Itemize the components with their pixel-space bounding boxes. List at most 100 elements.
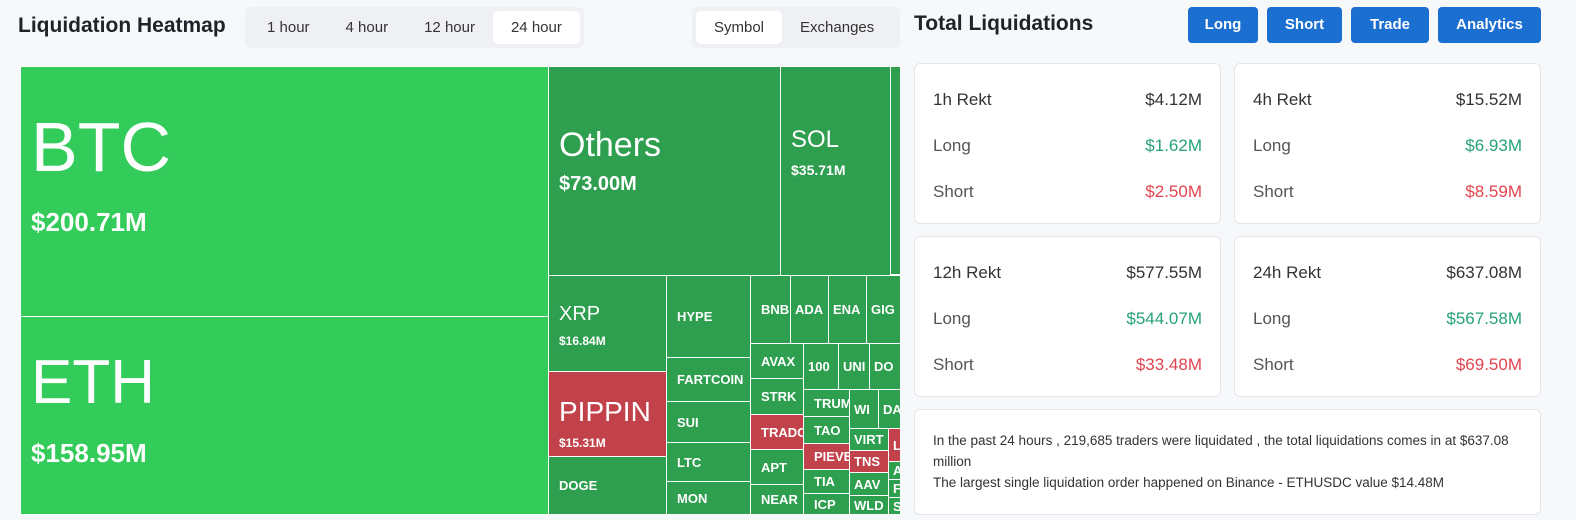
long-label: Long [1253, 136, 1291, 155]
long-row: Long $567.58M [1253, 296, 1522, 342]
short-value: $2.50M [1145, 182, 1202, 201]
tile-symbol: HYPE [677, 309, 713, 324]
treemap-tile-apt[interactable]: APT [750, 449, 804, 485]
treemap-tile-others[interactable]: Others $73.00M [548, 66, 781, 276]
tile-symbol: UNI [843, 359, 866, 374]
treemap-tile-fartcoin[interactable]: FARTCOIN [666, 357, 751, 402]
tile-symbol: LTC [677, 454, 702, 470]
summary-line-2: The largest single liquidation order hap… [933, 475, 1445, 490]
treemap-tile-do[interactable]: DO [869, 343, 900, 390]
trade-button[interactable]: Trade [1351, 7, 1429, 43]
long-label: Long [1253, 309, 1291, 328]
rekt-card: 24h Rekt $637.08M Long $567.58M Short $69.5… [1234, 236, 1541, 397]
summary-line-1: In the past 24 hours , 219,685 traders w… [933, 433, 1509, 469]
tile-symbol: NEAR [761, 492, 798, 507]
treemap-tile-trado[interactable]: TRADO [750, 414, 804, 450]
treemap-tile-da[interactable]: DA [878, 389, 900, 429]
treemap-tile-virt[interactable]: VIRT [849, 428, 889, 451]
treemap-tile-ada[interactable]: ADA [790, 275, 829, 344]
treemap-tile-a[interactable]: A [888, 461, 900, 480]
treemap-tile-strk[interactable]: STRK [750, 378, 804, 415]
rekt-total-row: 1h Rekt $4.12M [933, 77, 1202, 123]
tab-12-hour[interactable]: 12 hour [424, 19, 475, 36]
tile-symbol: APT [761, 459, 787, 475]
long-label: Long [933, 309, 971, 328]
treemap-tile-s[interactable]: S [888, 497, 900, 514]
treemap-tile-tia[interactable]: TIA [803, 469, 850, 494]
rekt-total: $15.52M [1455, 90, 1522, 109]
tile-symbol: VIRT [854, 432, 884, 447]
tile-symbol: DA [883, 401, 900, 417]
treemap-tile-pieve[interactable]: PIEVE [803, 443, 850, 470]
tab-1-hour[interactable]: 1 hour [267, 19, 310, 36]
rekt-total: $577.55M [1126, 263, 1202, 282]
short-value: $33.48M [1135, 355, 1202, 374]
time-range-tabs: 1 hour 4 hour 12 hour 24 hour [245, 7, 584, 48]
treemap-tile-uni[interactable]: UNI [838, 343, 870, 390]
rekt-card: 1h Rekt $4.12M Long $1.62M Short $2.50M [914, 63, 1221, 224]
tab-symbol[interactable]: Symbol [696, 11, 783, 44]
tile-symbol: DO [874, 359, 894, 374]
treemap-tile-f[interactable]: F [888, 479, 900, 498]
treemap-tile-sol[interactable]: SOL $35.71M [780, 66, 891, 276]
treemap-tile-near[interactable]: NEAR [750, 484, 804, 514]
treemap-tile-bnb[interactable]: BNB [750, 275, 791, 344]
short-label: Short [933, 182, 974, 201]
treemap-tile-pippin[interactable]: PIPPIN $15.31M [548, 371, 667, 457]
treemap-tile-gig[interactable]: GIG [866, 275, 900, 344]
tile-value: $73.00M [559, 173, 637, 195]
treemap-tile-l[interactable]: L [888, 428, 900, 462]
tile-symbol: WLD [854, 497, 884, 513]
treemap-tile-small[interactable] [890, 66, 900, 275]
tile-symbol: FARTCOIN [677, 372, 744, 387]
treemap-tile-doge[interactable]: DOGE [548, 456, 667, 514]
tab-4-hour[interactable]: 4 hour [345, 19, 389, 36]
rekt-card: 12h Rekt $577.55M Long $544.07M Short $33.4… [914, 236, 1221, 397]
tile-symbol: XRP [559, 303, 601, 325]
treemap-tile-wld[interactable]: WLD [849, 495, 889, 514]
tile-symbol: TRADO [761, 424, 804, 440]
tile-symbol: DOGE [559, 478, 598, 493]
long-value: $567.58M [1446, 309, 1522, 328]
treemap-tile-icp[interactable]: ICP [803, 493, 850, 514]
tile-value: $158.95M [31, 438, 147, 468]
long-label: Long [933, 136, 971, 155]
tile-value: $15.31M [559, 436, 606, 450]
treemap-tile-tns[interactable]: TNS [849, 450, 889, 473]
treemap-tile-100[interactable]: 100 [803, 343, 839, 390]
treemap-tile-avax[interactable]: AVAX [750, 343, 804, 379]
treemap-tile-wi[interactable]: WI [849, 389, 879, 429]
tab-exchanges[interactable]: Exchanges [800, 19, 875, 36]
long-button[interactable]: Long [1188, 7, 1258, 43]
long-value: $6.93M [1465, 136, 1522, 155]
treemap-tile-btc[interactable]: BTC $200.71M [20, 66, 549, 317]
tile-symbol: WI [854, 401, 870, 417]
treemap-tile-hype[interactable]: HYPE [666, 275, 751, 358]
tile-symbol: 100 [808, 359, 830, 374]
treemap-tile-ena[interactable]: ENA [828, 275, 867, 344]
treemap-tile-trum[interactable]: TRUM [803, 389, 850, 417]
analytics-button[interactable]: Analytics [1438, 7, 1541, 43]
tile-symbol: SUI [677, 414, 699, 430]
treemap-tile-eth[interactable]: ETH $158.95M [20, 316, 549, 514]
tab-24-hour[interactable]: 24 hour [492, 11, 580, 44]
treemap-tile-xrp[interactable]: XRP $16.84M [548, 275, 667, 372]
tile-symbol: BNB [761, 302, 790, 317]
tile-symbol: S [893, 499, 900, 514]
treemap-tile-aav[interactable]: AAV [849, 472, 889, 496]
treemap-tile-tao[interactable]: TAO [803, 416, 850, 444]
treemap-tile-sui[interactable]: SUI [666, 401, 751, 443]
tile-value: $200.71M [31, 207, 147, 237]
treemap-tile-mon[interactable]: MON [666, 481, 751, 514]
tile-symbol: AVAX [761, 353, 796, 369]
tile-symbol: TAO [814, 422, 841, 438]
tile-symbol: TNS [854, 454, 880, 469]
tile-symbol: PIEVE [814, 449, 850, 464]
short-row: Short $8.59M [1253, 169, 1522, 215]
long-row: Long $1.62M [933, 123, 1202, 169]
treemap-tile-ltc[interactable]: LTC [666, 442, 751, 482]
short-button[interactable]: Short [1267, 7, 1342, 43]
short-value: $8.59M [1465, 182, 1522, 201]
tile-symbol: ADA [795, 302, 824, 317]
long-value: $544.07M [1126, 309, 1202, 328]
